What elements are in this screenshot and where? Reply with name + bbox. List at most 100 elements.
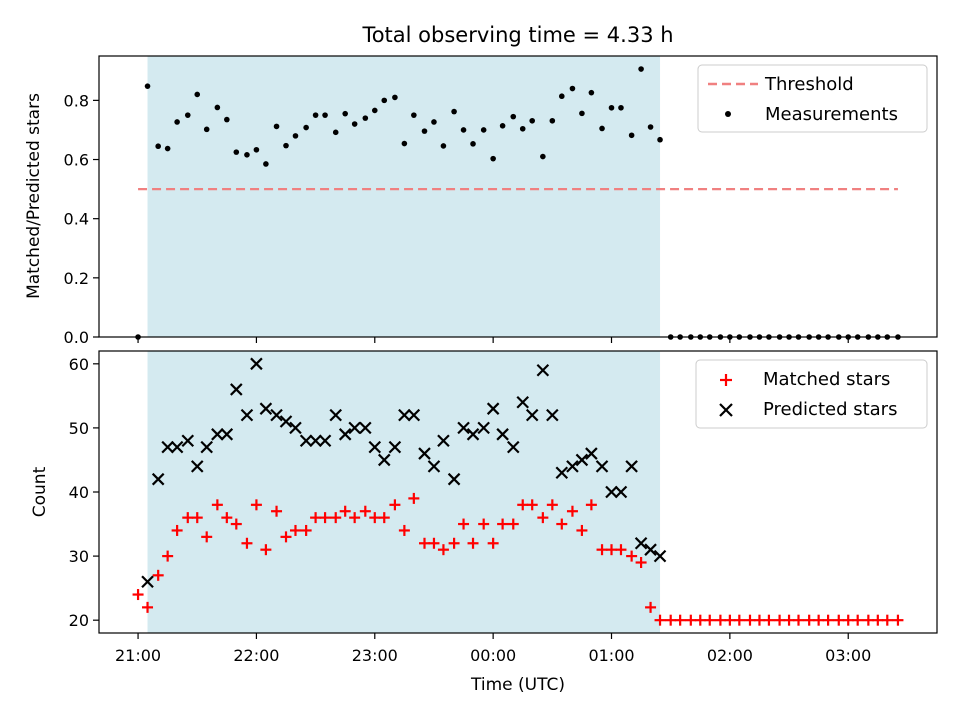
matched-star-point [774, 614, 786, 626]
matched-star-point [487, 537, 499, 549]
bottom-axes: 20 30 40 50 60 21:00 22:00 23:00 00:00 01:00 02:00… [69, 350, 938, 665]
top-legend-frame [697, 64, 928, 133]
bottom-observing-window-shade [147, 351, 661, 633]
matched-star-point [241, 537, 253, 549]
matched-star-point [674, 614, 686, 626]
predicted-star-point [250, 357, 263, 371]
bottom-x-tick-label: 02:00 [707, 646, 753, 665]
top-legend: Threshold Measurements [697, 64, 928, 133]
matched-star-point [704, 614, 716, 626]
top-y-tick-label: 0.4 [64, 210, 89, 229]
matched-star-point [467, 537, 479, 549]
measurement-point [164, 145, 171, 152]
top-axes: 0.0 0.2 0.4 0.6 0.8 [64, 55, 938, 347]
top-observing-window-shade [147, 56, 661, 337]
predicted-star-point [190, 460, 204, 473]
measurement-point [608, 104, 615, 111]
predicted-star-point [486, 402, 500, 415]
matched-star-point [221, 512, 233, 524]
matched-star-point [398, 524, 410, 536]
matched-star-point [654, 614, 666, 626]
matched-star-point [389, 499, 401, 511]
predicted-star-point [289, 421, 302, 435]
matched-star-point [694, 614, 706, 626]
matched-star-point [813, 614, 825, 626]
predicted-star-point [151, 472, 165, 486]
bottom-x-tick-label: 22:00 [233, 646, 279, 665]
measurement-point [292, 133, 299, 139]
measurement-point [263, 161, 269, 167]
predicted-star-point [625, 460, 638, 473]
measurement-point [144, 83, 151, 89]
matched-star-point [171, 524, 183, 536]
matched-star-point [862, 614, 874, 626]
matched-star-point [833, 614, 845, 626]
matched-star-point [271, 505, 283, 517]
measurement-point [599, 125, 605, 132]
matched-star-point [289, 524, 301, 536]
measurement-point [628, 132, 635, 139]
matched-star-point [359, 505, 371, 517]
matched-star-point [349, 512, 361, 524]
matched-star-point [458, 518, 470, 530]
matched-star-point [783, 614, 795, 626]
predicted-star-point [161, 440, 174, 454]
measurement-point [203, 126, 210, 133]
predicted-star-point [170, 440, 184, 454]
predicted-star-point [496, 428, 509, 441]
matched-star-point [132, 589, 144, 601]
matched-star-point [330, 512, 342, 524]
measurement-point [253, 146, 260, 153]
bottom-legend-frame [695, 359, 928, 429]
predicted-star-point [329, 408, 343, 422]
matched-star-point [230, 518, 242, 530]
matched-star-point [753, 614, 765, 626]
legend-matched-label: Matched stars [763, 369, 890, 390]
bottom-y-tick-label: 30 [69, 547, 89, 566]
measurement-point [233, 149, 240, 155]
measurement-point [529, 117, 536, 124]
measurement-point [451, 108, 457, 115]
legend-predicted-marker [719, 403, 733, 417]
predicted-star-point [536, 363, 550, 377]
measurement-point [569, 85, 576, 92]
predicted-star-point [388, 440, 402, 454]
predicted-star-point [211, 428, 224, 441]
measurement-point [480, 127, 487, 133]
matched-star-point [606, 544, 618, 556]
predicted-star-point [516, 395, 530, 409]
measurement-point [510, 113, 517, 120]
measurement-point [273, 123, 280, 130]
predicted-star-point [427, 460, 441, 473]
legend-measurements-marker [725, 111, 731, 117]
measurement-point [283, 142, 289, 149]
measurement-point [342, 110, 348, 117]
top-y-tick-label: 0.8 [64, 91, 89, 110]
top-y-tick-label: 0.2 [64, 269, 89, 288]
matched-star-point [507, 518, 519, 530]
bottom-y-tick-label: 60 [69, 355, 89, 374]
matched-star-point [497, 518, 509, 530]
predicted-star-point [279, 415, 293, 428]
predicted-star-point [141, 575, 154, 589]
predicted-star-point [270, 408, 283, 422]
matched-star-point [280, 531, 292, 543]
measurement-point [470, 141, 476, 147]
matched-star-point [428, 537, 440, 549]
measurement-point [174, 119, 180, 125]
measurement-point [371, 107, 378, 114]
matched-star-point [300, 524, 312, 536]
bottom-y-tick-label: 20 [69, 611, 89, 630]
measurement-point [549, 117, 556, 124]
matched-star-point [733, 614, 745, 626]
matched-star-point [517, 499, 529, 511]
bottom-legend: Matched stars Predicted stars [695, 359, 928, 429]
predicted-star-point [614, 485, 628, 499]
measurement-point [638, 66, 644, 72]
measurement-point [351, 121, 358, 127]
bottom-y-axis-label: Count [30, 466, 50, 517]
predicted-star-point [506, 440, 520, 454]
predicted-star-point [299, 434, 313, 448]
matched-star-point [556, 518, 568, 530]
